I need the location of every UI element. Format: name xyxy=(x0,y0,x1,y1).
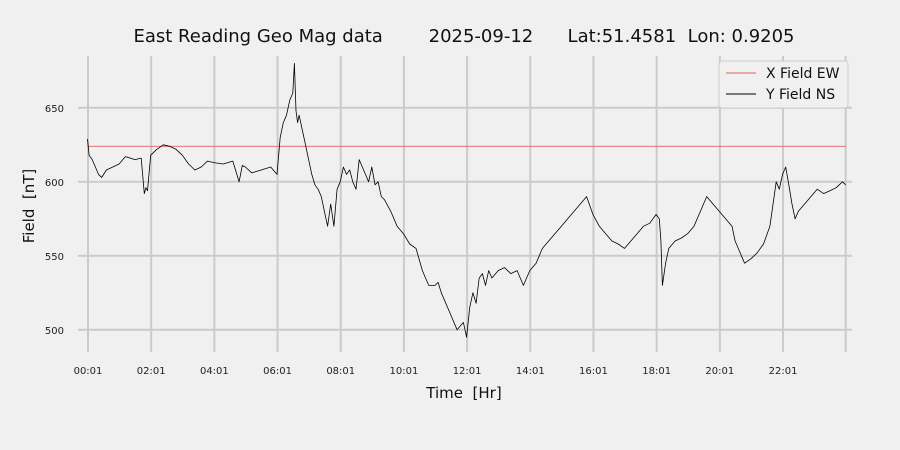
x-tick-label: 20:01 xyxy=(705,366,734,377)
x-tick-label: 22:01 xyxy=(769,366,798,377)
y-tick-label: 550 xyxy=(45,252,64,263)
x-tick-label: 10:01 xyxy=(390,366,419,377)
legend-label-y-field: Y Field NS xyxy=(765,87,835,103)
y-tick-label: 600 xyxy=(45,178,64,189)
y-tick-labels: 500 550 600 650 xyxy=(45,104,64,337)
chart-title: East Reading Geo Mag data 2025-09-12 Lat… xyxy=(133,26,794,47)
legend: X Field EW Y Field NS xyxy=(718,60,849,109)
x-tick-label: 00:01 xyxy=(74,366,103,377)
x-axis-label: Time [Hr] xyxy=(425,384,501,402)
y-tick-label: 650 xyxy=(45,104,64,115)
x-tick-label: 02:01 xyxy=(137,366,166,377)
x-tick-label: 16:01 xyxy=(579,366,608,377)
x-tick-label: 04:01 xyxy=(200,366,229,377)
x-tick-label: 14:01 xyxy=(516,366,545,377)
x-tick-label: 18:01 xyxy=(642,366,671,377)
series-line-y-field-ns xyxy=(87,63,846,338)
x-tick-label: 08:01 xyxy=(326,366,355,377)
x-tick-label: 06:01 xyxy=(263,366,292,377)
x-tick-label: 12:01 xyxy=(453,366,482,377)
y-tick-label: 500 xyxy=(45,326,64,337)
series-layer xyxy=(87,63,846,338)
y-axis-label: Field [nT] xyxy=(20,169,38,244)
legend-label-x-field: X Field EW xyxy=(766,66,840,82)
x-tick-labels: 00:01 02:01 04:01 06:01 08:01 10:01 12:01 14:01… xyxy=(74,366,798,377)
